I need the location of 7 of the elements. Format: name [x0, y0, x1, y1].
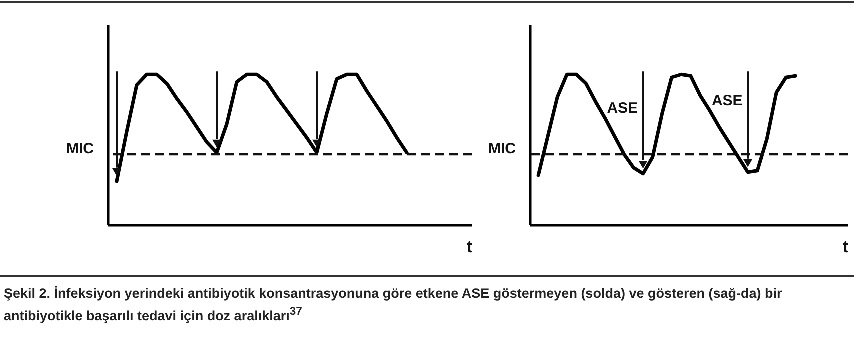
text: Şekil 2. İnfeksiyon yerindeki antibiyotik konsantrasyonuna göre etkene ASE göstermeyen (solda) ve gösteren (sağ-da) bir antibiyotikle başarılı tedavi için doz aralıkları$^{37}$ [3, 285, 784, 326]
annotation: ASE [607, 100, 638, 118]
annotation: ASE [712, 92, 743, 110]
ref-line-label: MIC [488, 140, 516, 158]
x-axis-title: t [466, 238, 473, 256]
x-axis-title: t [842, 238, 849, 256]
ref-line-label: MIC [66, 140, 94, 158]
